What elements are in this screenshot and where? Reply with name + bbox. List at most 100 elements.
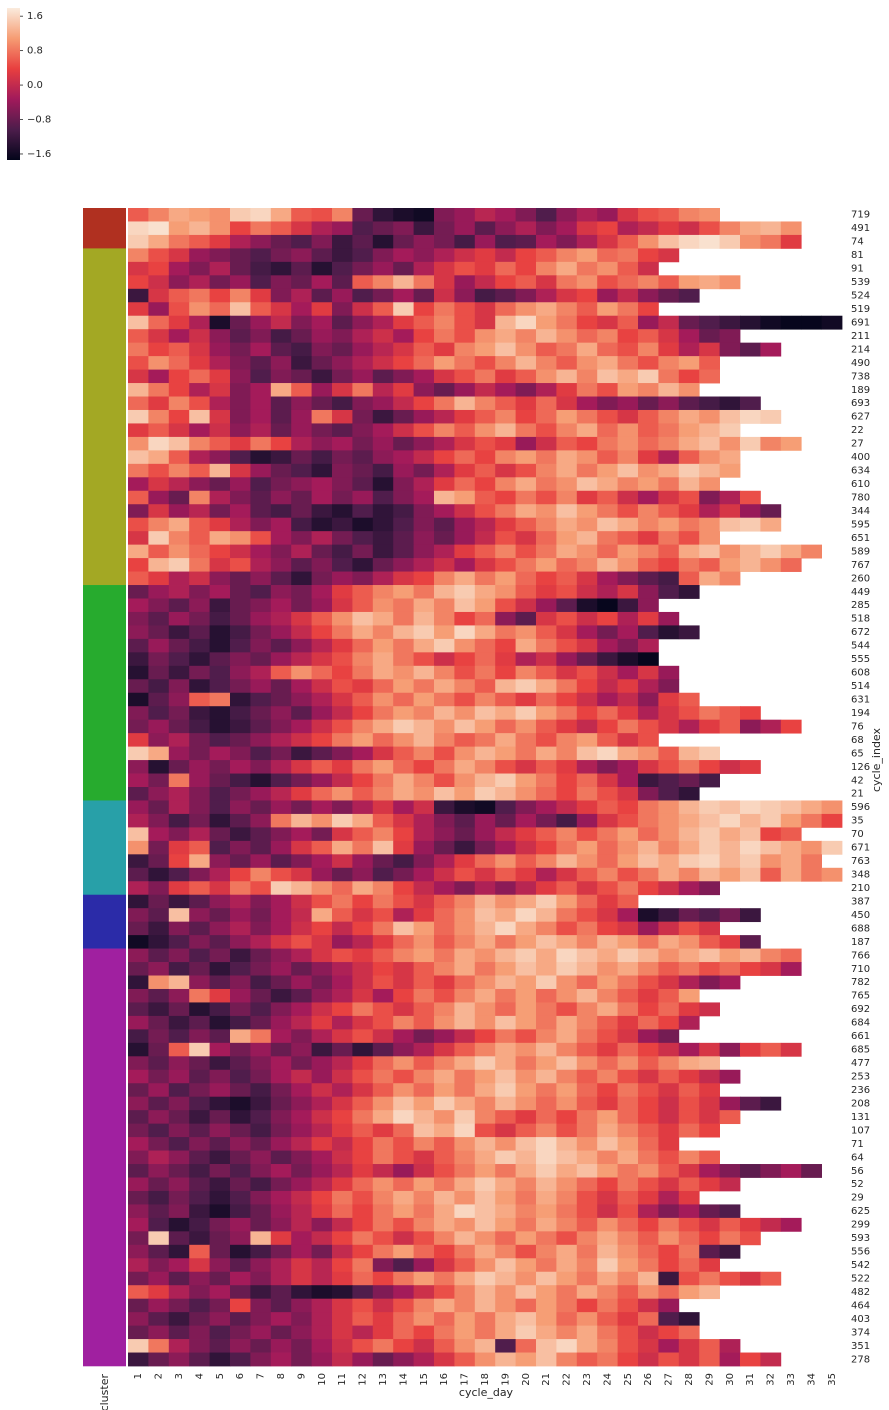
heatmap-cell: [434, 1083, 455, 1098]
heatmap-cell: [536, 1137, 557, 1151]
heatmap-cell: [536, 544, 557, 559]
heatmap-cell: [250, 1217, 272, 1232]
heatmap-cell: [597, 1123, 618, 1138]
heatmap-cell: [148, 1325, 170, 1340]
heatmap-cell: [515, 773, 537, 788]
cluster-band: [83, 585, 126, 801]
heatmap-cell: [719, 490, 741, 505]
heatmap-cell: [291, 1096, 312, 1111]
heatmap-cell: [434, 585, 455, 599]
heatmap-cell: [556, 1056, 578, 1071]
heatmap-cell: [393, 598, 414, 613]
heatmap-cell: [372, 463, 394, 478]
heatmap-cell: [556, 638, 578, 653]
heatmap-cell: [148, 544, 170, 559]
heatmap-cell: [434, 208, 455, 222]
heatmap-cell: [413, 867, 435, 882]
heatmap-cell: [454, 1231, 476, 1246]
heatmap-cell: [168, 1056, 190, 1071]
heatmap-cell: [209, 1339, 231, 1353]
heatmap-cell: [332, 773, 353, 788]
x-tick-label: 8: [276, 1373, 287, 1379]
heatmap-cell: [189, 1083, 210, 1098]
heatmap-cell: [515, 275, 537, 290]
heatmap-cell: [576, 544, 598, 559]
heatmap-cell: [454, 1096, 476, 1111]
heatmap-cell: [515, 1042, 537, 1057]
heatmap-cell: [372, 867, 394, 882]
heatmap-cell: [209, 234, 231, 249]
heatmap-cell: [515, 531, 537, 546]
heatmap-cell: [413, 396, 435, 411]
heatmap-cell: [250, 800, 272, 815]
heatmap-cell: [148, 1231, 170, 1246]
heatmap-cell: [474, 962, 496, 976]
heatmap-cell: [168, 692, 190, 707]
heatmap-cell: [597, 1244, 618, 1259]
heatmap-cell: [352, 1298, 374, 1313]
heatmap-cell: [250, 652, 272, 667]
heatmap-cell: [128, 504, 149, 519]
heatmap-cell: [699, 1231, 720, 1246]
heatmap-cell: [658, 975, 680, 990]
heatmap-cell: [148, 383, 170, 397]
heatmap-cell: [556, 948, 578, 963]
heatmap-cell: [454, 598, 476, 613]
heatmap-cell: [597, 1204, 618, 1219]
heatmap-cell: [352, 1271, 374, 1286]
heatmap-cell: [515, 908, 537, 923]
heatmap-cell: [209, 571, 231, 586]
heatmap-cell: [638, 1029, 659, 1044]
heatmap-cell: [597, 1015, 618, 1030]
heatmap-cell: [332, 625, 353, 640]
heatmap-cell: [148, 477, 170, 492]
heatmap-cell: [291, 1285, 312, 1300]
heatmap-cell: [372, 423, 394, 438]
heatmap-cell: [760, 962, 782, 976]
heatmap-cell: [413, 329, 435, 344]
heatmap-cell: [230, 746, 251, 761]
heatmap-cell: [638, 1164, 659, 1178]
heatmap-cell: [678, 490, 700, 505]
x-tick-label: 29: [704, 1373, 715, 1386]
heatmap-cell: [699, 827, 720, 842]
heatmap-cell: [536, 1298, 557, 1313]
heatmap-cell: [230, 558, 251, 572]
heatmap-cell: [128, 275, 149, 290]
heatmap-cell: [678, 1056, 700, 1071]
heatmap-cell: [617, 409, 639, 424]
heatmap-cell: [128, 908, 149, 923]
heatmap-cell: [597, 1285, 618, 1300]
heatmap-cell: [474, 611, 496, 626]
heatmap-cell: [515, 935, 537, 949]
heatmap-cell: [638, 1258, 659, 1273]
heatmap-cell: [576, 504, 598, 519]
heatmap-cell: [474, 854, 496, 869]
heatmap-cell: [209, 396, 231, 411]
heatmap-cell: [617, 611, 639, 626]
heatmap-cell: [209, 329, 231, 344]
heatmap-cell: [474, 1002, 496, 1017]
heatmap-cell: [168, 585, 190, 599]
heatmap-cell: [270, 679, 292, 694]
heatmap-cell: [250, 261, 272, 276]
heatmap-cell: [638, 517, 659, 532]
heatmap-cell: [372, 1325, 394, 1340]
heatmap-cell: [189, 1325, 210, 1340]
heatmap-cell: [536, 719, 557, 734]
heatmap-cell: [678, 221, 700, 236]
heatmap-cell: [760, 342, 782, 357]
heatmap-cell: [393, 1029, 414, 1044]
heatmap-cell: [393, 1137, 414, 1151]
heatmap-cell: [658, 773, 680, 788]
heatmap-cell: [128, 773, 149, 788]
heatmap-cell: [168, 948, 190, 963]
heatmap-cell: [617, 921, 639, 936]
heatmap-cell: [495, 719, 516, 734]
heatmap-cell: [291, 288, 312, 303]
heatmap-cell: [434, 1029, 455, 1044]
heatmap-cell: [515, 1204, 537, 1219]
heatmap-cell: [168, 1096, 190, 1111]
heatmap-cell: [393, 1231, 414, 1246]
x-tick-label: 4: [194, 1373, 205, 1379]
